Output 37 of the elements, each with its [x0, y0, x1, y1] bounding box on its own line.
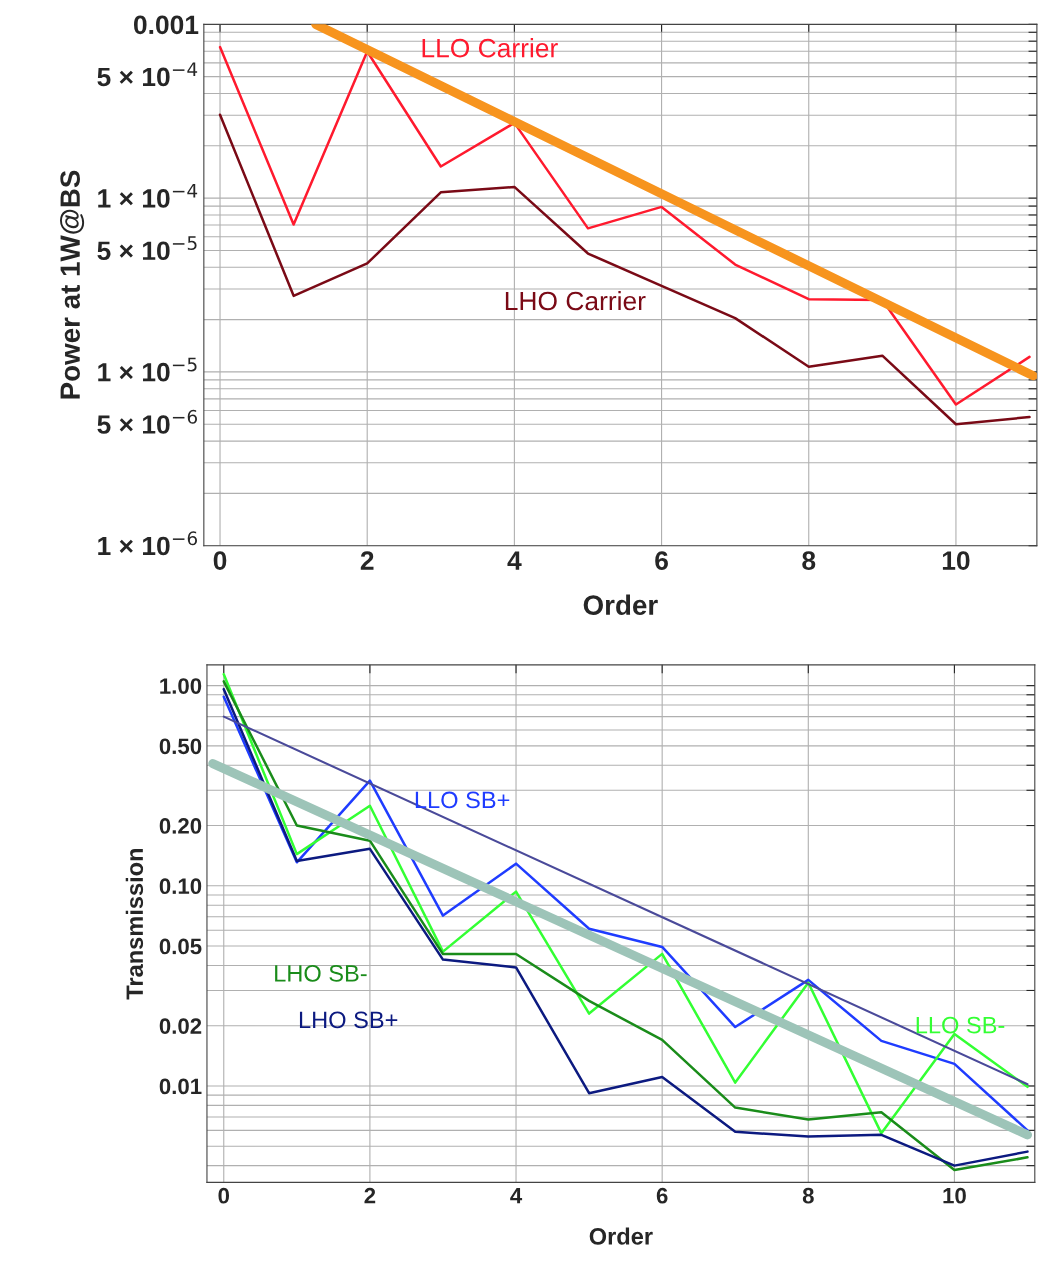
y-tick-label: 1 × 10$^{−4}$: [98, 183, 198, 208]
y-tick-label: 1 × 10$^{−5}$: [98, 357, 197, 382]
line-series: [218, 113, 1031, 426]
x-axis-title: Order: [589, 1227, 653, 1245]
x-tick-label: 2: [364, 1187, 376, 1204]
series-label: LLO Carrier: [422, 38, 558, 58]
y-tick-label: 0.01: [159, 1078, 202, 1095]
y-tick-label: 5 × 10$^{−6}$: [97, 409, 198, 434]
y-axis-title: Power at 1W@BS: [59, 170, 85, 399]
x-tick-label: 8: [802, 551, 816, 570]
text: LHO SB+: [299, 1011, 398, 1029]
text: LHO SB-: [275, 964, 367, 982]
y-tick-label: 0.20: [159, 818, 202, 834]
y-tick-label: 0.05: [159, 938, 202, 955]
x-tick-label: 0: [213, 551, 227, 570]
x-tick-label: 10: [943, 1187, 966, 1204]
x-tick-label: 0: [218, 1187, 230, 1204]
series-label: LLO SB+: [415, 791, 510, 809]
y-tick-label: 0.50: [159, 738, 202, 755]
series-label: LHO Carrier: [505, 290, 646, 311]
y-tick-label: 5 × 10$^{−5}$: [97, 236, 197, 261]
y-tick-label: 1 × 10$^{−6}$: [98, 531, 198, 556]
y-tick-label: 0.10: [159, 878, 202, 895]
y-tick-label: 0.001: [133, 15, 199, 35]
x-tick-label: 6: [655, 551, 668, 570]
x-tick-label: 6: [656, 1187, 668, 1204]
y-axis-title: Transmission: [125, 848, 144, 1000]
x-tick-label: 8: [802, 1187, 814, 1204]
x-tick-label: 2: [360, 551, 374, 570]
y-tick-label: 1.00: [160, 678, 202, 694]
y-tick-label: 5 × 10$^{−4}$: [97, 62, 198, 87]
y-tick-label: 0.02: [159, 1018, 202, 1034]
x-tick-label: 10: [942, 551, 970, 570]
x-tick-label: 4: [510, 1188, 523, 1204]
series-label: LLO SB-: [916, 1016, 1005, 1034]
x-tick-label: 4: [507, 551, 522, 570]
x-axis-title: Order: [583, 594, 658, 616]
